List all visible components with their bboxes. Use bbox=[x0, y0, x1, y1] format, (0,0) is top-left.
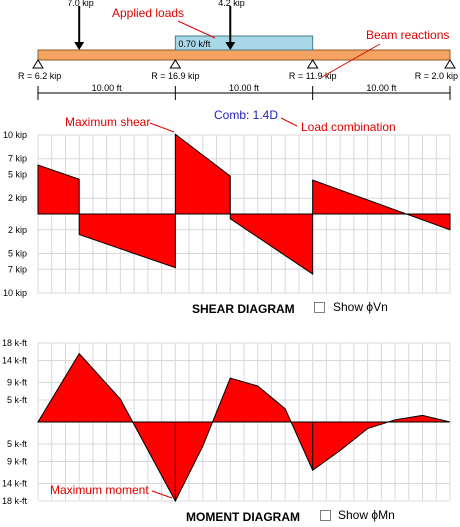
distributed-load-label: 0.70 k/ft bbox=[178, 39, 211, 49]
point-load-arrowhead-1 bbox=[74, 42, 85, 50]
show-phi-mn-checkbox[interactable] bbox=[320, 510, 331, 521]
shear-y-tick-label-1: 10 kip bbox=[3, 130, 27, 140]
beam-body bbox=[37, 49, 451, 61]
point-load-label-1: 7.0 kip bbox=[67, 0, 94, 8]
moment-y-tick-label-1: 18 k-ft bbox=[2, 338, 28, 348]
moment-y-tick-label-4: 5 k-ft bbox=[7, 395, 28, 405]
moment-y-tick-label-6: 9 k-ft bbox=[7, 457, 28, 467]
shear-y-tick-label-7: 7 kip bbox=[8, 264, 27, 274]
shear-y-tick-label-6: 5 kip bbox=[8, 249, 27, 259]
load-combination-value: Comb: 1.4D bbox=[214, 108, 278, 122]
point-load-label-2: 4.2 kip bbox=[218, 0, 245, 8]
shear-y-tick-label-5: 2 kip bbox=[8, 225, 27, 235]
moment-diagram-title: MOMENT DIAGRAM bbox=[186, 510, 300, 524]
show-phi-vn-label[interactable]: Show ϕVn bbox=[333, 300, 388, 314]
span-length-label-1: 10.00 ft bbox=[92, 83, 123, 93]
support-4 bbox=[444, 59, 456, 69]
span-length-label-3: 10.00 ft bbox=[366, 83, 397, 93]
beam-reactions-annotation: Beam reactions bbox=[366, 28, 449, 42]
maximum-moment-annotation: Maximum moment bbox=[50, 483, 149, 497]
applied-loads-annotation: Applied loads bbox=[112, 6, 184, 20]
moment-y-tick-label-2: 14 k-ft bbox=[2, 356, 28, 366]
moment-y-tick-label-7: 14 k-ft bbox=[2, 478, 28, 488]
moment-area bbox=[37, 352, 451, 503]
point-load-arrowhead-2 bbox=[225, 42, 236, 50]
span-length-label-2: 10.00 ft bbox=[229, 83, 260, 93]
support-2 bbox=[169, 59, 182, 69]
support-1 bbox=[32, 59, 44, 69]
show-phi-vn-checkbox[interactable] bbox=[314, 302, 325, 313]
support-reaction-label-2: R = 16.9 kip bbox=[151, 71, 199, 81]
shear-y-tick-label-2: 7 kip bbox=[8, 154, 27, 164]
shear-y-tick-label-4: 2 kip bbox=[8, 193, 27, 203]
moment-y-tick-label-5: 5 k-ft bbox=[7, 439, 28, 449]
maximum-shear-leader bbox=[149, 122, 175, 133]
maximum-shear-annotation: Maximum shear bbox=[65, 115, 150, 129]
beam-reactions-leader bbox=[321, 43, 381, 78]
load-combination-annotation: Load combination bbox=[301, 120, 396, 134]
maximum-moment-leader bbox=[151, 490, 173, 499]
load-combination-leader bbox=[280, 117, 298, 127]
shear-area bbox=[37, 133, 451, 275]
support-3 bbox=[306, 59, 319, 69]
show-phi-mn-label[interactable]: Show ϕMn bbox=[338, 508, 395, 522]
shear-diagram-title: SHEAR DIAGRAM bbox=[192, 302, 295, 316]
moment-y-tick-label-3: 9 k-ft bbox=[7, 378, 28, 388]
support-reaction-label-1: R = 6.2 kip bbox=[18, 71, 61, 81]
moment-y-tick-label-8: 18 k-ft bbox=[2, 496, 28, 506]
shear-y-tick-label-3: 5 kip bbox=[8, 170, 27, 180]
support-reaction-label-4: R = 2.0 kip bbox=[415, 71, 458, 81]
applied-loads-leader bbox=[177, 20, 216, 39]
shear-y-tick-label-8: 10 kip bbox=[3, 288, 27, 298]
distributed-load bbox=[174, 35, 314, 51]
support-reaction-label-3: R = 11.9 kip bbox=[289, 71, 337, 81]
